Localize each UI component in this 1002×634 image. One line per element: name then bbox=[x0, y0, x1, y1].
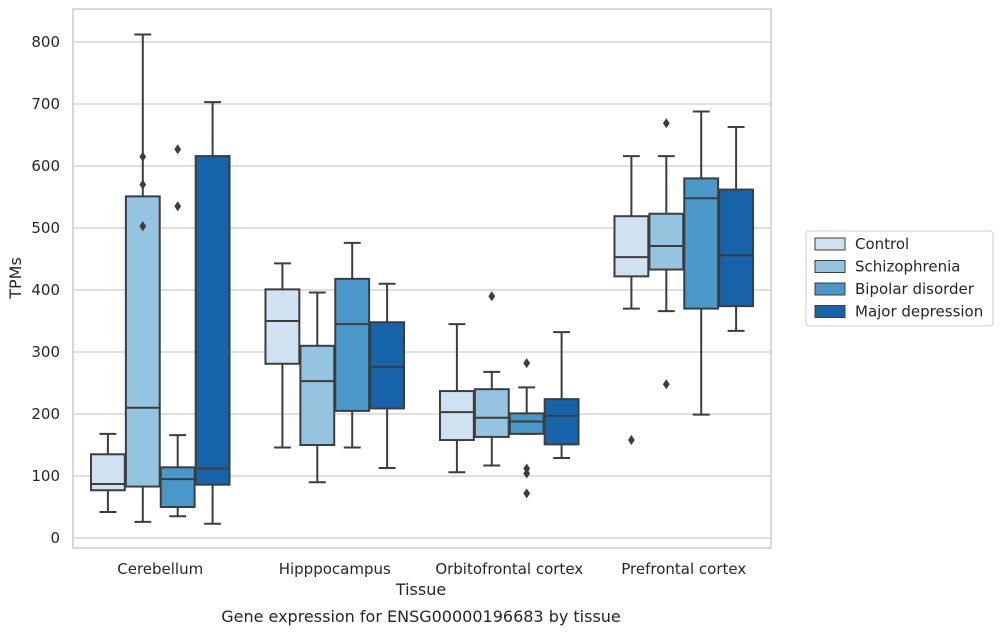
legend-swatch bbox=[814, 237, 846, 251]
chart-caption: Gene expression for ENSG00000196683 by t… bbox=[221, 607, 621, 626]
box-control bbox=[438, 323, 475, 474]
iqr-box bbox=[543, 398, 580, 446]
y-tick-label: 600 bbox=[31, 157, 60, 175]
iqr-box bbox=[299, 344, 336, 446]
legend: Control Schizophrenia Bipolar disorder Majo… bbox=[805, 230, 994, 327]
iqr-box bbox=[264, 288, 301, 365]
outlier-point bbox=[662, 379, 670, 390]
y-tick-label: 200 bbox=[31, 405, 60, 423]
y-tick-label: 0 bbox=[50, 529, 60, 547]
y-tick-label: 500 bbox=[31, 219, 60, 237]
outlier-point bbox=[488, 291, 496, 302]
x-tick-label: Prefrontal cortex bbox=[621, 560, 746, 578]
box-control bbox=[264, 262, 301, 449]
iqr-box bbox=[648, 212, 685, 271]
outlier-point bbox=[628, 435, 635, 446]
x-tick-label: Cerebellum bbox=[117, 560, 203, 578]
boxes bbox=[89, 33, 755, 525]
box-major-depression bbox=[718, 125, 755, 332]
outlier-point bbox=[662, 118, 670, 129]
iqr-box bbox=[124, 195, 161, 488]
y-tick-label: 100 bbox=[31, 467, 60, 485]
box-major-depression bbox=[543, 331, 580, 460]
y-tick-label: 400 bbox=[31, 281, 60, 299]
x-tick-label: Hipppocampus bbox=[279, 560, 391, 578]
box-major-depression bbox=[194, 101, 231, 525]
iqr-box bbox=[683, 177, 720, 310]
outlier-point bbox=[139, 179, 147, 190]
outlier-point bbox=[139, 221, 147, 232]
outlier-point bbox=[174, 144, 182, 155]
y-tick-labels: 0 100 200 300 400 500 600 700 800 bbox=[31, 33, 60, 547]
legend-swatch bbox=[814, 282, 846, 296]
box-control bbox=[613, 155, 650, 446]
outlier-point bbox=[139, 151, 147, 162]
iqr-box bbox=[334, 277, 371, 412]
legend-label: Bipolar disorder bbox=[855, 280, 975, 298]
box-schizophrenia bbox=[299, 291, 336, 484]
outlier-point bbox=[523, 488, 531, 499]
iqr-box bbox=[613, 215, 650, 278]
iqr-box bbox=[438, 390, 475, 442]
iqr-box bbox=[473, 388, 510, 438]
plot-frame bbox=[72, 8, 772, 549]
box-major-depression bbox=[369, 282, 406, 469]
box-bipolar-disorder bbox=[508, 358, 545, 499]
outlier-point bbox=[523, 463, 531, 474]
legend-label: Major depression bbox=[855, 303, 983, 321]
outlier-point bbox=[523, 358, 531, 369]
box-bipolar-disorder bbox=[683, 110, 720, 416]
iqr-box bbox=[369, 321, 406, 410]
box-bipolar-disorder bbox=[334, 241, 371, 449]
legend-label: Schizophrenia bbox=[855, 258, 960, 276]
y-tick-label: 300 bbox=[31, 343, 60, 361]
x-axis-label: Tissue bbox=[395, 580, 446, 599]
box-control bbox=[89, 432, 126, 513]
x-tick-label: Orbitofrontal cortex bbox=[435, 560, 583, 578]
box-schizophrenia bbox=[648, 118, 685, 390]
legend-swatch bbox=[814, 305, 846, 318]
legend-swatch bbox=[814, 260, 846, 273]
x-tick-labels: Cerebellum Hipppocampus Orbitofrontal cort… bbox=[117, 560, 746, 578]
legend-frame bbox=[805, 230, 994, 327]
legend-label: Control bbox=[855, 235, 909, 253]
iqr-box bbox=[194, 155, 231, 486]
y-tick-label: 800 bbox=[31, 33, 60, 51]
box-schizophrenia bbox=[124, 33, 161, 523]
iqr-box bbox=[718, 188, 755, 308]
box-schizophrenia bbox=[473, 291, 510, 467]
iqr-box bbox=[508, 412, 545, 435]
y-axis-label: TPMs bbox=[6, 257, 25, 300]
y-tick-label: 700 bbox=[31, 95, 60, 113]
outlier-point bbox=[174, 201, 182, 212]
iqr-box bbox=[159, 466, 196, 509]
box-bipolar-disorder bbox=[159, 144, 196, 518]
